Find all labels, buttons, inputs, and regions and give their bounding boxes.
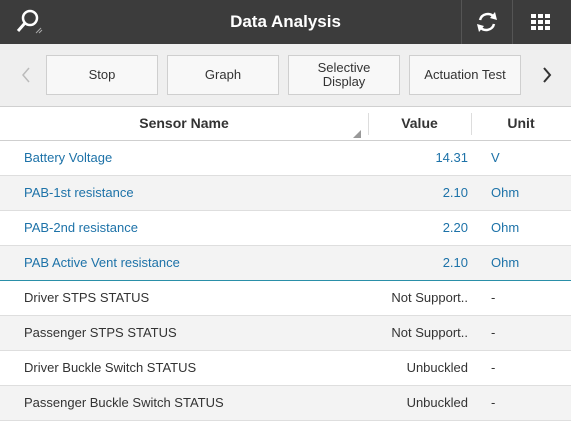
sensor-name: PAB-2nd resistance: [24, 220, 138, 235]
scroll-left-arrow[interactable]: [16, 55, 36, 95]
sensor-name: Battery Voltage: [24, 150, 113, 165]
sensor-unit: V: [491, 150, 500, 165]
sensor-name: Driver STPS STATUS: [24, 290, 150, 305]
sensor-unit: -: [491, 290, 496, 305]
table-row[interactable]: Passenger Buckle Switch STATUS Unbuckled -: [0, 386, 571, 421]
table-row[interactable]: PAB-2nd resistance 2.20 Ohm: [0, 211, 571, 246]
search-icon[interactable]: [14, 0, 50, 44]
sensor-name: PAB-1st resistance: [24, 185, 134, 200]
sensor-value: 2.10: [442, 255, 468, 270]
sensor-name: PAB Active Vent resistance: [24, 255, 180, 270]
sensor-name: Driver Buckle Switch STATUS: [24, 360, 197, 375]
table-row[interactable]: PAB Active Vent resistance 2.10 Ohm: [0, 246, 571, 281]
table-row[interactable]: Driver Buckle Switch STATUS Unbuckled -: [0, 351, 571, 386]
sensor-value: Unbuckled: [406, 395, 468, 410]
column-divider: [368, 113, 369, 135]
sensor-unit: Ohm: [491, 185, 520, 200]
table-row[interactable]: Passenger STPS STATUS Not Support.. -: [0, 316, 571, 351]
sensor-value: Unbuckled: [406, 360, 468, 375]
sensor-unit: -: [491, 360, 496, 375]
column-header[interactable]: Sensor Name: [139, 115, 229, 131]
screen-title: Data Analysis: [230, 12, 341, 31]
actuation-test-button[interactable]: Actuation Test: [409, 55, 521, 95]
sensor-value: 2.10: [442, 185, 468, 200]
column-header[interactable]: Unit: [507, 115, 535, 131]
separator: [461, 0, 462, 44]
column-divider: [471, 113, 472, 135]
sensor-value: 2.20: [442, 220, 468, 235]
sort-indicator: [353, 130, 361, 138]
menu-grid-icon[interactable]: [526, 0, 556, 44]
table-row[interactable]: Battery Voltage 14.31 V: [0, 141, 571, 176]
sensor-value: Not Support..: [391, 290, 468, 305]
sensor-name: Passenger Buckle Switch STATUS: [24, 395, 224, 410]
sensor-unit: -: [491, 325, 496, 340]
sensor-unit: -: [491, 395, 496, 410]
refresh-icon[interactable]: [470, 0, 504, 44]
selective-display-button[interactable]: Selective Display: [288, 55, 400, 95]
sensor-unit: Ohm: [491, 255, 520, 270]
sensor-name: Passenger STPS STATUS: [24, 325, 177, 340]
table-row[interactable]: Driver STPS STATUS Not Support.. -: [0, 281, 571, 316]
top-bar: Data Analysis: [0, 0, 571, 44]
separator: [512, 0, 513, 44]
scroll-right-arrow[interactable]: [537, 55, 557, 95]
table-header: Sensor Name Value Unit: [0, 107, 571, 141]
stop-button[interactable]: Stop: [46, 55, 158, 95]
sensor-value: 14.31: [435, 150, 468, 165]
column-header[interactable]: Value: [401, 115, 438, 131]
table-row[interactable]: PAB-1st resistance 2.10 Ohm: [0, 176, 571, 211]
graph-button[interactable]: Graph: [167, 55, 279, 95]
sensor-value: Not Support..: [391, 325, 468, 340]
sensor-unit: Ohm: [491, 220, 520, 235]
toolbar: Stop Graph Selective Display Actuation T…: [0, 44, 571, 107]
